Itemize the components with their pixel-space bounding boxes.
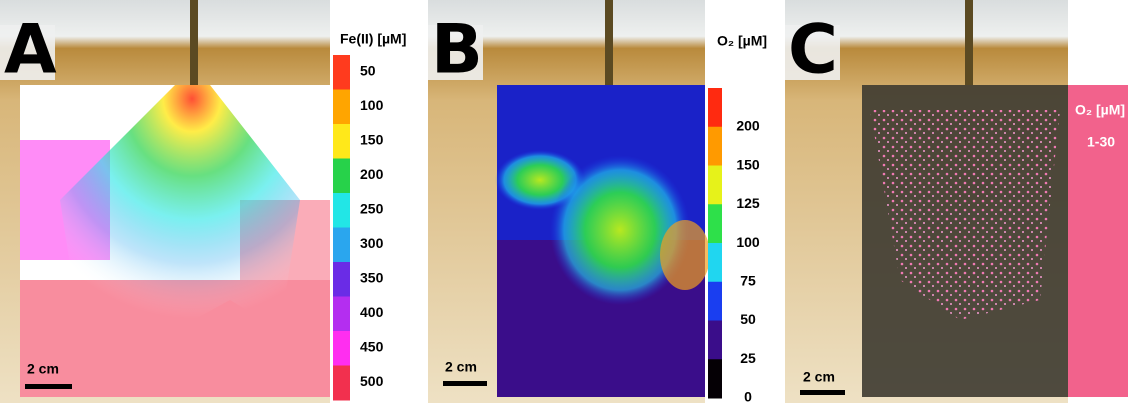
legend-label: 1-30 — [1087, 134, 1115, 150]
scale-bar — [25, 384, 72, 389]
colorbar-label: 100 — [736, 234, 760, 250]
panel-letter: B — [431, 11, 483, 90]
colorbar-segment — [708, 243, 722, 282]
colorbar-label: 50 — [360, 63, 376, 79]
colorbar-segment — [333, 228, 350, 263]
colorbar-label: 25 — [740, 350, 756, 366]
colorbar-segment — [708, 359, 722, 398]
panel-b: B O₂ [µM] 200 150 125 100 75 50 25 0 2 cm — [428, 0, 767, 403]
colorbar-label: 200 — [360, 166, 384, 182]
root-stem — [605, 0, 613, 85]
colorbar: 200 150 125 100 75 50 25 0 — [708, 88, 760, 403]
scale-bar — [443, 381, 487, 386]
colorbar-label: 150 — [360, 132, 384, 148]
colorbar-segment — [333, 193, 350, 228]
colorbar-segment — [333, 159, 350, 194]
colorbar-segment — [333, 55, 350, 90]
colorbar-segment — [708, 127, 722, 166]
colorbar-segment — [333, 124, 350, 159]
colorbar-segment — [333, 297, 350, 332]
legend-box — [1068, 85, 1128, 397]
colorbar-label: 450 — [360, 339, 384, 355]
colorbar-segment — [708, 204, 722, 243]
colorbar-label: 500 — [360, 373, 384, 389]
colorbar-label: 50 — [740, 311, 756, 327]
colorbar-segment — [708, 166, 722, 205]
scale-label: 2 cm — [445, 359, 477, 375]
map-region — [660, 220, 710, 290]
colorbar-segment — [333, 90, 350, 125]
panel-letter: A — [4, 11, 57, 90]
scale-bar — [800, 390, 845, 395]
colorbar-segment — [708, 88, 722, 127]
scale-label: 2 cm — [27, 361, 59, 377]
colorbar-label: 400 — [360, 304, 384, 320]
root-stem — [190, 0, 198, 85]
colorbar-label: 150 — [736, 156, 760, 172]
colorbar-label: 75 — [740, 273, 756, 289]
panel-a: A Fe(II) [µM] 50 100 150 200 250 300 350 400 450… — [0, 0, 406, 403]
scale-label: 2 cm — [803, 369, 835, 385]
colorbar-title: Fe(II) [µM] — [340, 31, 406, 47]
panel-c: C O₂ [µM] 1-30 2 cm — [785, 0, 1128, 403]
colorbar-label: 350 — [360, 270, 384, 286]
colorbar-label: 250 — [360, 201, 384, 217]
colorbar-segment — [333, 366, 350, 401]
colorbar-label: 125 — [736, 195, 760, 211]
colorbar-segment — [333, 262, 350, 297]
root-stem — [965, 0, 973, 85]
colorbar-label: 200 — [736, 118, 760, 134]
colorbar-segment — [333, 331, 350, 366]
colorbar: 50 100 150 200 250 300 350 400 450 500 — [333, 55, 384, 401]
figure: A Fe(II) [µM] 50100150200250300350400450… — [0, 0, 1128, 403]
colorbar-label: 300 — [360, 235, 384, 251]
colorbar-label: 0 — [744, 389, 752, 403]
legend-title: O₂ [µM] — [1075, 102, 1125, 118]
colorbar-segment — [708, 282, 722, 321]
colorbar-label: 100 — [360, 97, 384, 113]
colorbar-title: O₂ [µM] — [717, 33, 767, 49]
panel-letter: C — [788, 11, 838, 90]
colorbar-segment — [708, 321, 722, 360]
